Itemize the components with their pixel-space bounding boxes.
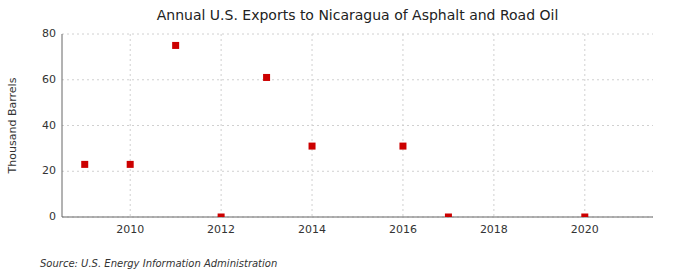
x-grid-line: [130, 34, 131, 217]
y-tick-label: 40: [42, 119, 56, 132]
y-tick-label: 20: [42, 164, 56, 177]
point: [399, 143, 406, 150]
y-grid-line: [62, 171, 653, 172]
source-annotation: Source: U.S. Energy Information Administ…: [40, 258, 277, 269]
x-tick-label: 2016: [389, 223, 417, 236]
y-grid-line: [62, 79, 653, 80]
x-grid-line: [493, 34, 494, 217]
y-axis-label: Thousand Barrels: [6, 77, 19, 174]
x-tick-label: 2018: [480, 223, 508, 236]
y-grid-line: [62, 217, 653, 218]
point: [218, 214, 225, 218]
y-grid-line: [62, 34, 653, 35]
x-tick-label: 2020: [571, 223, 599, 236]
y-grid-line: [62, 125, 653, 126]
point: [581, 214, 588, 218]
point: [263, 74, 270, 81]
y-tick-label: 80: [42, 27, 56, 40]
x-axis-line: [62, 217, 653, 218]
x-tick-label: 2010: [116, 223, 144, 236]
x-grid-line: [402, 34, 403, 217]
grid: [62, 34, 653, 217]
chart-svg: 0 20 40 60 80 2010 2012 2014 2016 2018 2020 Annual …: [0, 0, 675, 275]
x-grid-line: [312, 34, 313, 217]
x-grid-line: [221, 34, 222, 217]
point: [81, 161, 88, 168]
x-grid-line: [584, 34, 585, 217]
point: [309, 143, 316, 150]
points: [81, 42, 588, 217]
y-tick-label: 60: [42, 73, 56, 86]
point: [127, 161, 134, 168]
x-tick-label: 2012: [207, 223, 235, 236]
point: [172, 42, 179, 49]
y-tick-label: 0: [49, 210, 56, 223]
chart-container: 0 20 40 60 80 2010 2012 2014 2016 2018 2020 Annual …: [0, 0, 675, 275]
y-axis-line: [62, 34, 63, 217]
title: Annual U.S. Exports to Nicaragua of Asph…: [157, 7, 559, 23]
point: [445, 214, 452, 218]
x-tick-label: 2014: [298, 223, 326, 236]
